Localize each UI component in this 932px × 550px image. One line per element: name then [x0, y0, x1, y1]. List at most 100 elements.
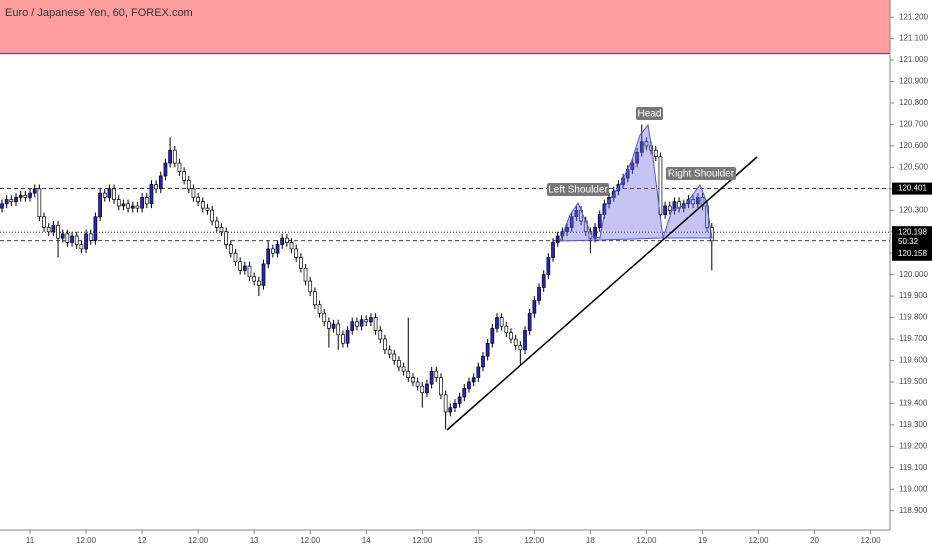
candle-body	[98, 192, 102, 218]
candle-body	[84, 233, 88, 250]
y-tick-label: 121.000	[899, 55, 928, 64]
price-label-box	[892, 182, 932, 195]
candle-body	[373, 317, 378, 331]
annotation-box	[547, 183, 609, 196]
y-tick-label: 120.300	[899, 205, 928, 214]
pattern-drawing: Left Shoulder Head Right Shoulder	[446, 107, 758, 431]
y-tick-label: 120.700	[899, 120, 928, 129]
candle-body	[224, 231, 229, 245]
price-label: 120.158	[898, 249, 927, 258]
candle-body	[476, 366, 481, 379]
candle-body	[130, 205, 135, 209]
y-tick-label: 120.800	[899, 98, 928, 107]
candle-body	[369, 317, 373, 323]
candle-body	[200, 201, 205, 209]
candle-body	[261, 263, 266, 286]
candle-body	[42, 216, 46, 228]
candle-body	[149, 184, 154, 205]
candle-body	[355, 321, 359, 327]
candle-body	[116, 199, 121, 207]
candle-body	[65, 233, 70, 243]
candle-body	[14, 197, 18, 203]
candle-body	[168, 149, 172, 164]
y-tick-label: 119.400	[899, 399, 928, 408]
x-tick-label: 12:00	[748, 536, 769, 545]
x-tick-label: 20	[810, 536, 819, 545]
candle-body	[336, 323, 341, 336]
candle-body	[303, 267, 308, 282]
y-tick-label: 119.200	[899, 441, 928, 450]
candle-body	[79, 244, 84, 250]
candle-body	[275, 244, 280, 254]
candle-body	[177, 162, 182, 173]
candle-body	[383, 338, 387, 351]
y-tick-label: 119.500	[899, 377, 928, 386]
candle-body	[112, 188, 116, 200]
candle-body	[252, 276, 257, 282]
candle-body	[397, 360, 401, 368]
candle-body	[644, 141, 649, 147]
candle-body	[308, 280, 313, 293]
candle-body	[205, 207, 210, 211]
candle-body	[247, 265, 252, 278]
candle-body	[327, 321, 331, 329]
y-tick-label: 119.000	[899, 484, 928, 493]
candle-body	[499, 317, 504, 327]
candle-body	[672, 201, 677, 211]
candle-body	[453, 403, 457, 409]
candle-body	[280, 237, 285, 245]
candle-body	[481, 355, 485, 368]
y-tick-label: 119.100	[899, 463, 928, 472]
candle-body	[182, 171, 186, 181]
candle-body	[364, 319, 369, 323]
candle-body	[691, 199, 695, 205]
candle-body	[495, 317, 499, 329]
y-tick-label: 119.300	[899, 420, 928, 429]
candle-body	[392, 353, 397, 361]
background-layer	[0, 0, 890, 242]
candle-body	[238, 261, 243, 271]
candle-body	[345, 330, 350, 344]
candle-body	[9, 199, 14, 203]
candle-body	[256, 280, 261, 286]
candle-body	[565, 227, 569, 233]
candle-body	[546, 257, 551, 276]
candle-body	[266, 248, 271, 265]
x-tick-label: 12	[138, 536, 147, 545]
candle-body	[317, 304, 322, 314]
candle-body	[0, 203, 4, 209]
x-tick-label: 12:00	[861, 536, 882, 545]
candle-body	[154, 184, 158, 190]
candle-body	[210, 209, 214, 222]
candle-body	[18, 194, 23, 198]
candle-body	[434, 370, 439, 379]
candle-body	[32, 188, 37, 194]
candle-body	[60, 233, 65, 239]
candle-body	[448, 407, 453, 413]
candle-body	[214, 220, 219, 228]
candle-body	[121, 203, 126, 207]
candle-body	[331, 323, 336, 329]
candle-body	[163, 162, 168, 177]
candle-body	[126, 203, 130, 209]
candle-body	[555, 235, 560, 243]
x-tick-label: 12:00	[188, 536, 209, 545]
candle-body	[541, 274, 546, 288]
candle-body	[401, 366, 406, 372]
candle-body	[228, 244, 233, 254]
candle-body	[294, 248, 299, 258]
candle-body	[597, 214, 602, 228]
candle-body	[37, 188, 42, 218]
candle-body	[630, 162, 635, 170]
annotation: Right Shoulder	[668, 169, 735, 180]
trend-line	[446, 156, 758, 431]
candle-body	[28, 192, 32, 198]
candle-body	[107, 188, 112, 198]
candle-body	[518, 345, 523, 351]
x-tick-label: 12:00	[76, 536, 97, 545]
candle-body	[425, 383, 429, 394]
candle-body	[653, 149, 658, 157]
candle-body	[186, 179, 191, 190]
y-tick-label: 120.900	[899, 77, 928, 86]
